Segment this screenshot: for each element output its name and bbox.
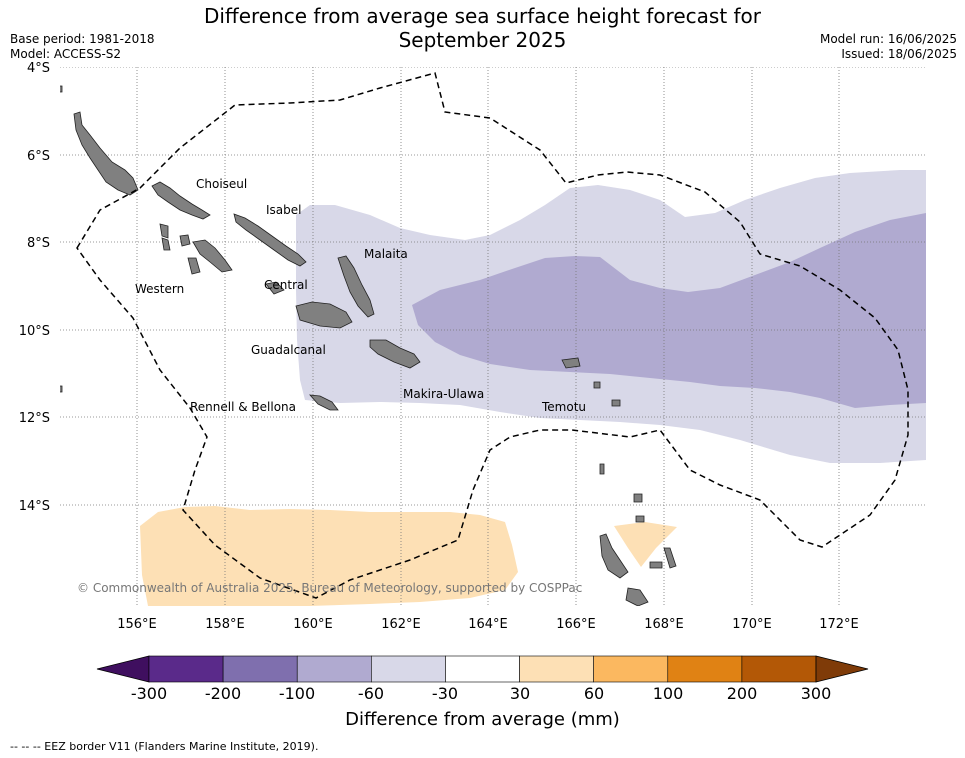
title-line-2: September 2025 <box>398 28 567 52</box>
latitude-labels: 4°S 6°S 8°S 10°S 12°S 14°S <box>19 61 50 514</box>
colorbar-tick-6: 60 <box>584 684 604 703</box>
province-labels: Choiseul Isabel Malaita Western Central … <box>135 177 586 414</box>
colorbar <box>96 655 869 683</box>
island-rennell <box>309 394 339 411</box>
label-makira-ulawa: Makira-Ulawa <box>403 387 484 401</box>
colorbar-tick-2: -100 <box>279 684 315 703</box>
colorbar-tick-4: -30 <box>432 684 458 703</box>
colorbar-tick-9: 300 <box>801 684 832 703</box>
colorbar-tick-1: -200 <box>205 684 241 703</box>
island-santa-cruz <box>561 357 581 369</box>
colorbar-ticks: -300 -200 -100 -60 -30 30 60 100 200 300 <box>131 684 831 703</box>
issued-date: Issued: 18/06/2025 <box>841 47 957 61</box>
colorbar-segment-5 <box>519 655 594 683</box>
label-central: Central <box>264 278 308 292</box>
lat-label-12s: 12°S <box>19 411 50 426</box>
island-vanuatu-7 <box>599 463 605 475</box>
lon-label-158e: 158°E <box>205 617 245 632</box>
lon-label-164e: 164°E <box>468 617 508 632</box>
colorbar-tick-5: 30 <box>510 684 530 703</box>
longitude-labels: 156°E 158°E 160°E 162°E 164°E 166°E 168°… <box>117 617 859 632</box>
lat-label-4s: 4°S <box>27 61 50 76</box>
lat-label-10s: 10°S <box>19 324 50 339</box>
island-choiseul <box>151 181 211 220</box>
chart-title: Difference from average sea surface heig… <box>0 4 965 52</box>
eez-footnote: -- -- -- EEZ border V11 (Flanders Marine… <box>10 740 319 753</box>
island-far-west-2 <box>60 385 63 393</box>
island-malaita <box>337 255 375 318</box>
anomaly-region-light-positive-2 <box>614 522 677 567</box>
colorbar-tick-7: 100 <box>653 684 684 703</box>
label-malaita: Malaita <box>364 247 408 261</box>
lon-label-156e: 156°E <box>117 617 157 632</box>
lon-label-168e: 168°E <box>644 617 684 632</box>
label-isabel: Isabel <box>266 203 301 217</box>
colorbar-segment-2 <box>296 655 372 683</box>
base-period: Base period: 1981-2018 <box>10 32 155 46</box>
island-vanuatu-2 <box>625 587 649 606</box>
map-area: Choiseul Isabel Malaita Western Central … <box>60 67 926 606</box>
island-bougainville <box>73 111 139 196</box>
model-run: Model run: 16/06/2025 <box>819 32 957 46</box>
label-guadalcanal: Guadalcanal <box>251 343 326 357</box>
lon-label-160e: 160°E <box>293 617 333 632</box>
island-guadalcanal <box>295 301 353 329</box>
island-vanuatu-6 <box>635 515 645 523</box>
colorbar-segment-1 <box>222 655 298 683</box>
colorbar-tick-8: 200 <box>727 684 758 703</box>
island-vanuatu-3 <box>663 547 677 569</box>
island-far-west <box>60 85 63 93</box>
label-rennell-bellona: Rennell & Bellona <box>190 400 296 414</box>
lon-label-172e: 172°E <box>819 617 859 632</box>
meta-right: Model run: 16/06/2025 Issued: 18/06/2025 <box>820 32 957 62</box>
colorbar-segment-8 <box>741 655 817 683</box>
colorbar-extend-low <box>96 655 150 683</box>
anomaly-region-light-positive <box>140 506 518 606</box>
colorbar-segment-0 <box>148 655 224 683</box>
lat-label-6s: 6°S <box>27 149 50 164</box>
colorbar-segment-6 <box>593 655 669 683</box>
lat-label-14s: 14°S <box>19 499 50 514</box>
label-western: Western <box>135 282 184 296</box>
land-masses <box>60 85 677 606</box>
meta-left: Base period: 1981-2018 Model: ACCESS-S2 <box>10 32 155 62</box>
island-new-georgia-3 <box>161 237 171 251</box>
label-choiseul: Choiseul <box>196 177 247 191</box>
anomaly-region-medium-negative <box>412 213 926 408</box>
colorbar-segment-4 <box>445 655 520 683</box>
model-name: Model: ACCESS-S2 <box>10 47 122 61</box>
title-line-1: Difference from average sea surface heig… <box>203 4 762 28</box>
island-central <box>265 281 285 295</box>
island-isabel <box>233 213 307 267</box>
label-temotu: Temotu <box>541 400 586 414</box>
eez-border <box>76 72 909 599</box>
lon-label-166e: 166°E <box>556 617 596 632</box>
colorbar-segment-3 <box>371 655 446 683</box>
lat-label-8s: 8°S <box>27 236 50 251</box>
island-vanuatu-4 <box>649 561 663 569</box>
colorbar-label: Difference from average (mm) <box>345 709 620 730</box>
copyright-text: © Commonwealth of Australia 2025, Bureau… <box>77 581 582 595</box>
island-vanikoro <box>611 399 621 407</box>
island-ranongga <box>187 257 201 275</box>
lon-label-170e: 170°E <box>732 617 772 632</box>
island-new-georgia-1 <box>192 239 233 273</box>
island-new-georgia-2 <box>159 223 169 239</box>
island-vanuatu-north <box>599 533 629 579</box>
colorbar-tick-3: -60 <box>358 684 384 703</box>
island-small-1 <box>593 381 601 389</box>
island-vella-lavella <box>179 234 191 247</box>
colorbar-segment-7 <box>667 655 743 683</box>
island-makira <box>369 339 421 369</box>
island-vanuatu-5 <box>633 493 643 503</box>
lon-label-162e: 162°E <box>381 617 421 632</box>
colorbar-extend-high <box>815 655 869 683</box>
colorbar-tick-0: -300 <box>131 684 167 703</box>
